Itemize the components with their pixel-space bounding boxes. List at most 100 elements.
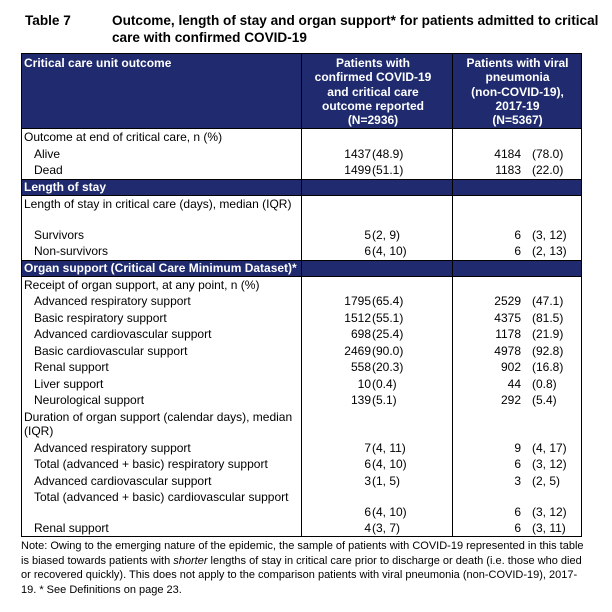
header-covid-line: (N=2936) <box>347 113 399 128</box>
row-label: Advanced cardiovascular support <box>34 473 212 488</box>
viral-paren: (2, 13) <box>532 244 567 258</box>
viral-value: 4375 <box>494 310 521 325</box>
viral-paren: (92.8) <box>532 343 564 358</box>
covid-value: 1437 <box>344 146 371 161</box>
row-label: Renal support <box>34 360 109 374</box>
table-note: Note: Owing to the emerging nature of th… <box>21 539 587 597</box>
row-label: Advanced respiratory support <box>34 294 191 308</box>
viral-value: 4978 <box>494 343 521 358</box>
covid-paren: (4, 10) <box>372 457 407 471</box>
row-label: Basic cardiovascular support <box>34 343 188 358</box>
viral-paren: (4, 17) <box>532 440 567 455</box>
table-row: Advanced cardiovascular support 3 (1, 5) 3(… <box>21 473 582 490</box>
row-label: Renal support <box>34 521 109 535</box>
covid-value: 6 <box>364 244 371 258</box>
data-table: Critical care unit outcome Patients with… <box>21 53 582 537</box>
table-subheading: Receipt of organ support, at any point, … <box>21 277 582 294</box>
viral-paren: (16.8) <box>532 360 564 374</box>
covid-value: 4 <box>364 521 371 535</box>
row-label: Total (advanced + basic) respiratory sup… <box>34 457 268 471</box>
row-label: Alive <box>34 146 61 161</box>
viral-value: 3 <box>514 473 521 488</box>
viral-paren: (81.5) <box>532 310 564 325</box>
viral-paren: (47.1) <box>532 294 564 308</box>
viral-value: 6 <box>514 521 521 535</box>
header-viral: Patients with viral pneumonia (non-COVID… <box>454 56 581 127</box>
table-row: Total (advanced + basic) cardiovascular … <box>21 489 582 520</box>
covid-paren: (90.0) <box>372 343 404 358</box>
covid-value: 6 <box>364 505 371 519</box>
covid-value: 139 <box>350 393 371 407</box>
row-label: Non-survivors <box>34 244 109 258</box>
viral-paren: (78.0) <box>532 146 564 161</box>
covid-paren: (55.1) <box>372 310 404 325</box>
table-row: Neurological support 139 (5.1) 292 (5.4) <box>21 392 582 409</box>
viral-paren: (21.9) <box>532 327 564 341</box>
header-covid: Patients with confirmed COVID-19 and cri… <box>303 56 443 127</box>
table-row: Basic respiratory support 1512 (55.1) 4375 (… <box>21 310 582 327</box>
covid-paren: (5.1) <box>372 393 397 407</box>
viral-value: 9 <box>514 440 521 455</box>
viral-paren: (3, 12) <box>532 227 567 242</box>
header-viral-line: 2017-19 <box>495 98 540 113</box>
viral-value: 2529 <box>494 294 521 308</box>
table-row: Non-survivors 6 (4, 10) 6 (2, 13) <box>21 243 582 260</box>
viral-value: 6 <box>514 244 521 258</box>
row-label: Advanced respiratory support <box>34 440 191 455</box>
viral-value: 6 <box>514 457 521 471</box>
covid-paren: (0.4) <box>372 376 397 391</box>
viral-paren: (22.0) <box>532 163 564 177</box>
table-row: Alive 1437 (48.9) 4184 (78.0) <box>21 146 582 163</box>
covid-paren: (4, 10) <box>372 505 407 519</box>
table-caption: Outcome, length of stay and organ suppor… <box>112 13 599 45</box>
viral-value: 4184 <box>494 146 521 161</box>
header-viral-line: Patients with viral <box>466 56 569 70</box>
table-subheading: Outcome at end of critical care, n (%) <box>21 129 582 146</box>
table-row: Advanced respiratory support 1795 (65.4) 25… <box>21 293 582 310</box>
covid-paren: (20.3) <box>372 360 404 374</box>
row-label: Advanced cardiovascular support <box>34 327 212 341</box>
viral-paren: (3, 11) <box>532 521 566 535</box>
table-row: Renal support 4 (3, 7) 6 (3, 11) <box>21 520 582 537</box>
table-number: Table 7 <box>25 13 71 28</box>
viral-value: 292 <box>500 393 521 407</box>
viral-value: 1178 <box>495 327 521 341</box>
viral-paren: (5.4) <box>532 393 557 407</box>
row-label: Dead <box>34 163 63 177</box>
covid-value: 1795 <box>344 294 371 308</box>
table-row: Advanced cardiovascular support 698 (25.4)… <box>21 326 582 343</box>
subheading-label: Receipt of organ support, at any point, … <box>24 277 260 292</box>
header-viral-line: (non-COVID-19), <box>471 84 564 99</box>
covid-value: 698 <box>350 327 371 341</box>
viral-value: 6 <box>514 227 521 242</box>
table-row: Survivors 5 (2, 9) 6 (3, 12) <box>21 227 582 244</box>
header-outcome: Critical care unit outcome <box>24 56 172 70</box>
covid-value: 558 <box>350 360 371 374</box>
row-label: Basic respiratory support <box>34 310 167 325</box>
header-covid-line: and critical care <box>327 84 419 99</box>
covid-paren: (4, 11) <box>372 440 406 455</box>
table-row: Liver support 10 (0.4) 44 (0.8) <box>21 376 582 393</box>
column-divider <box>301 53 302 537</box>
covid-value: 10 <box>357 376 371 391</box>
covid-paren: (48.9) <box>372 146 404 161</box>
viral-paren: (0.8) <box>532 376 557 391</box>
viral-value: 1183 <box>495 163 521 177</box>
row-label: Neurological support <box>34 393 145 407</box>
covid-paren: (2, 9) <box>372 227 401 242</box>
viral-paren: (2, 5) <box>532 473 561 488</box>
viral-paren: (3, 12) <box>532 505 567 519</box>
viral-paren: (3, 12) <box>532 457 567 471</box>
subheading-label: Duration of organ support (calendar days… <box>24 409 293 438</box>
covid-paren: (3, 7) <box>372 521 401 535</box>
table-subheading: Duration of organ support (calendar days… <box>21 409 582 440</box>
covid-value: 6 <box>364 457 371 471</box>
covid-paren: (4, 10) <box>372 244 407 258</box>
covid-value: 1512 <box>344 310 371 325</box>
header-viral-line: (N=5367) <box>492 113 543 128</box>
table-row: Advanced respiratory support 7 (4, 11) 9 (4,… <box>21 440 582 457</box>
row-label: Total (advanced + basic) cardiovascular … <box>34 490 289 504</box>
column-divider <box>452 53 453 537</box>
covid-value: 1499 <box>344 163 371 177</box>
note-text: lengths of stay in critical care prior t… <box>21 554 582 596</box>
